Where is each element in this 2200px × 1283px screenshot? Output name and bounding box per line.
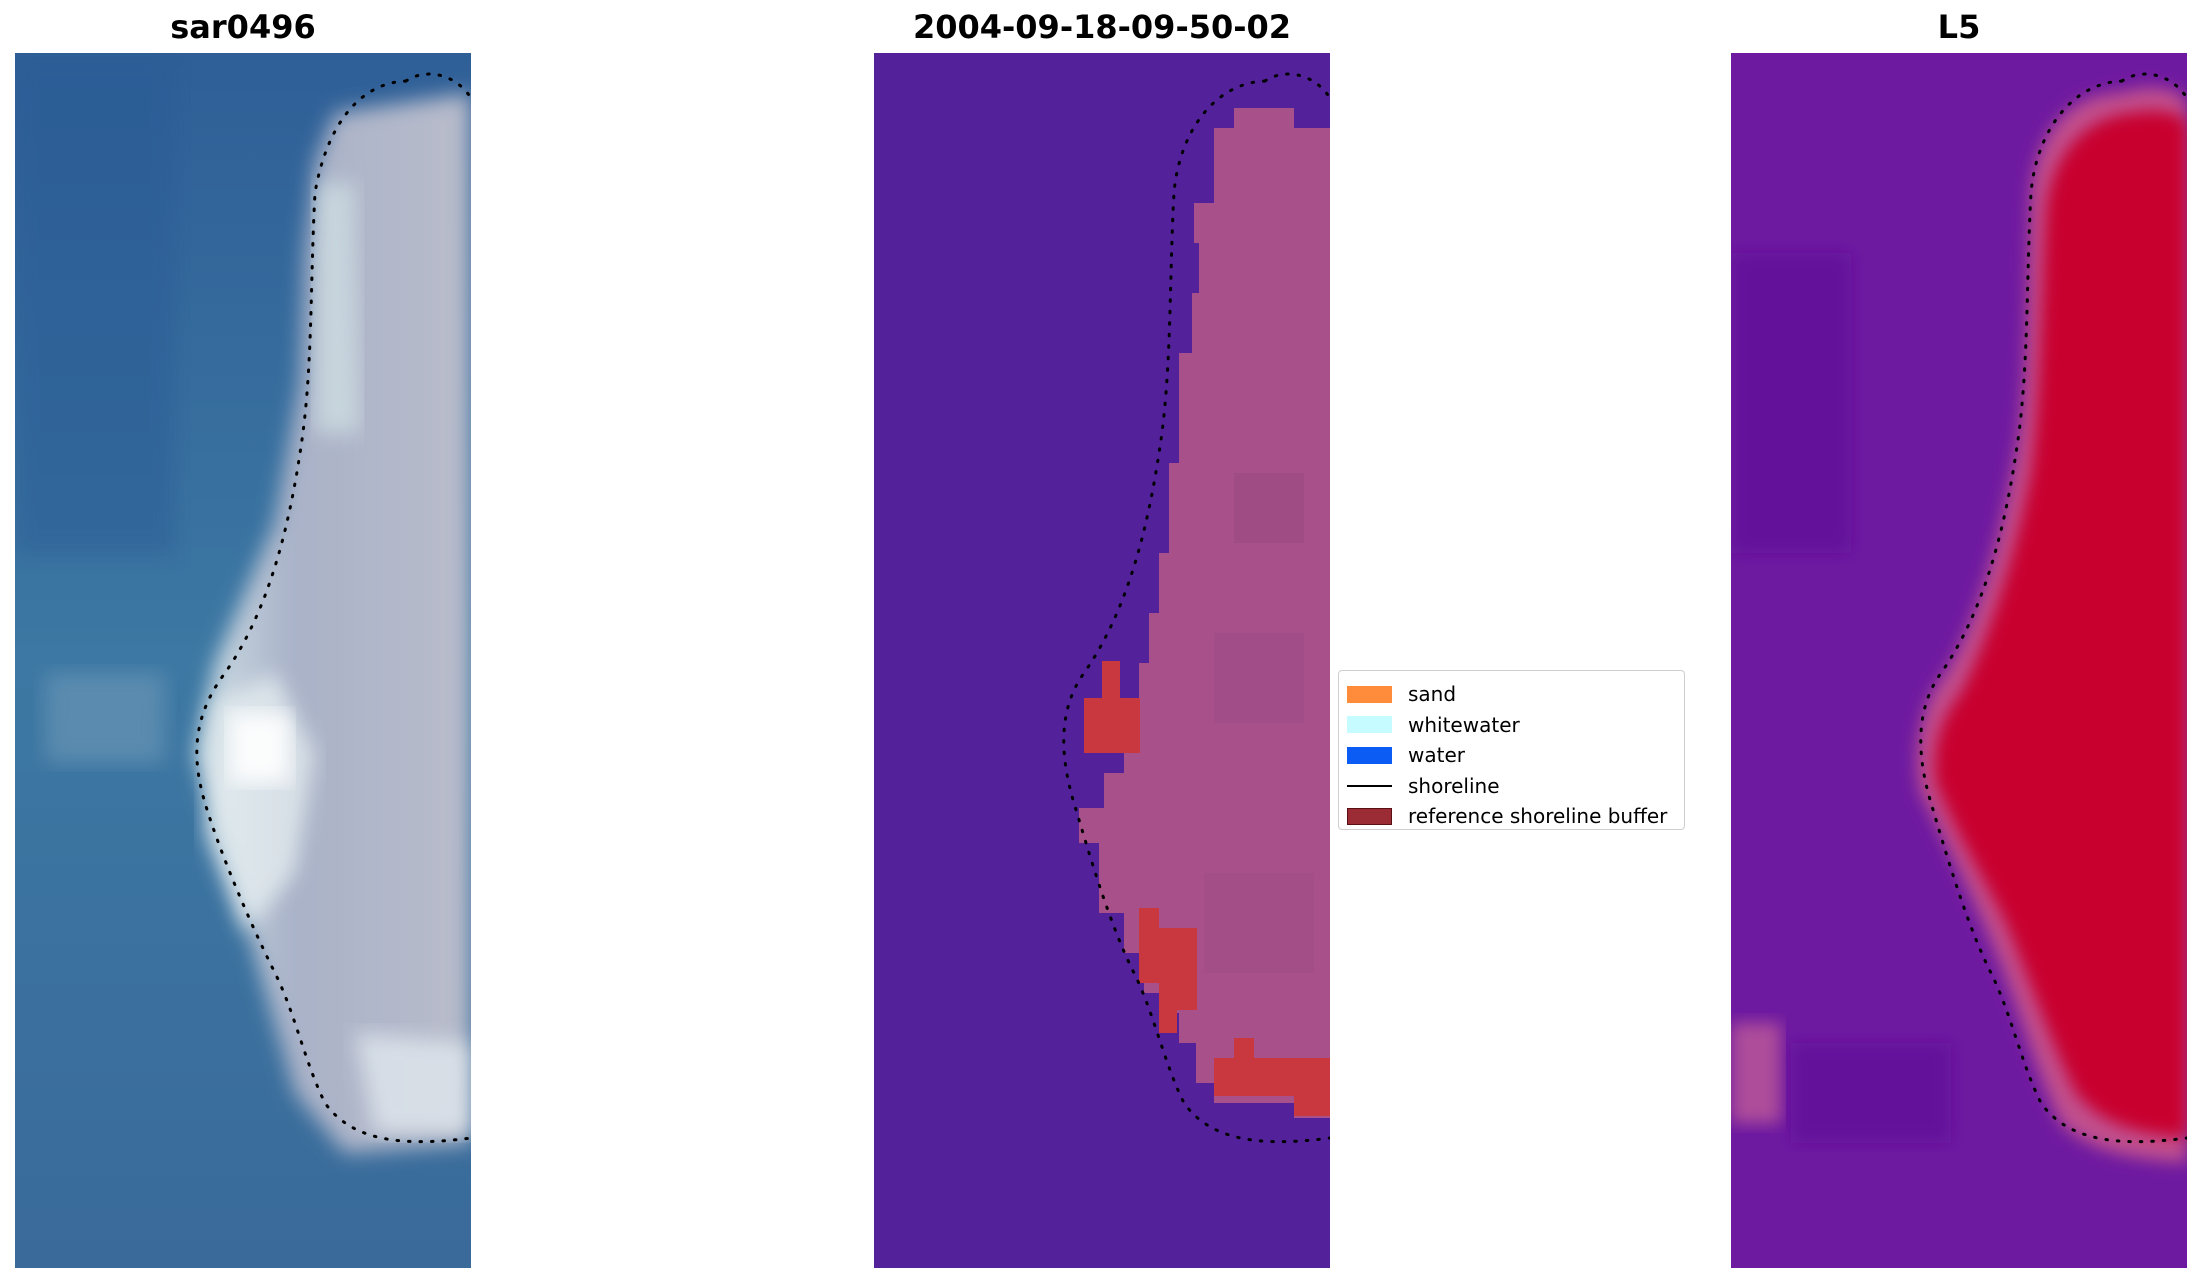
panel-title-classification: 2004-09-18-09-50-02	[912, 8, 1292, 46]
panel-title-rgb: sar0496	[170, 8, 316, 46]
rgb-image	[15, 53, 471, 1268]
whitewater-swatch	[1347, 716, 1392, 734]
rgb-image-panel	[15, 53, 471, 1268]
water-swatch	[1347, 746, 1392, 764]
legend-item-reference-buffer: reference shoreline buffer	[1347, 801, 1684, 832]
legend-label: whitewater	[1408, 712, 1520, 737]
legend-label: sand	[1408, 682, 1457, 707]
legend-label: water	[1408, 743, 1465, 768]
legend-item-whitewater: whitewater	[1347, 710, 1684, 741]
legend: sand whitewater water shoreline referenc…	[1338, 670, 1685, 830]
legend-item-water: water	[1347, 740, 1684, 771]
classification-image	[874, 53, 1330, 1268]
sand-swatch	[1347, 685, 1392, 703]
index-image	[1731, 53, 2187, 1268]
legend-item-shoreline: shoreline	[1347, 771, 1684, 802]
index-panel	[1731, 53, 2187, 1268]
reference-buffer-swatch	[1347, 807, 1392, 825]
shoreline-line-swatch	[1347, 784, 1392, 787]
legend-label: shoreline	[1408, 773, 1500, 798]
legend-item-sand: sand	[1347, 679, 1684, 710]
panel-title-index: L5	[1937, 8, 1981, 46]
legend-label: reference shoreline buffer	[1408, 804, 1668, 829]
classification-panel	[874, 53, 1330, 1268]
